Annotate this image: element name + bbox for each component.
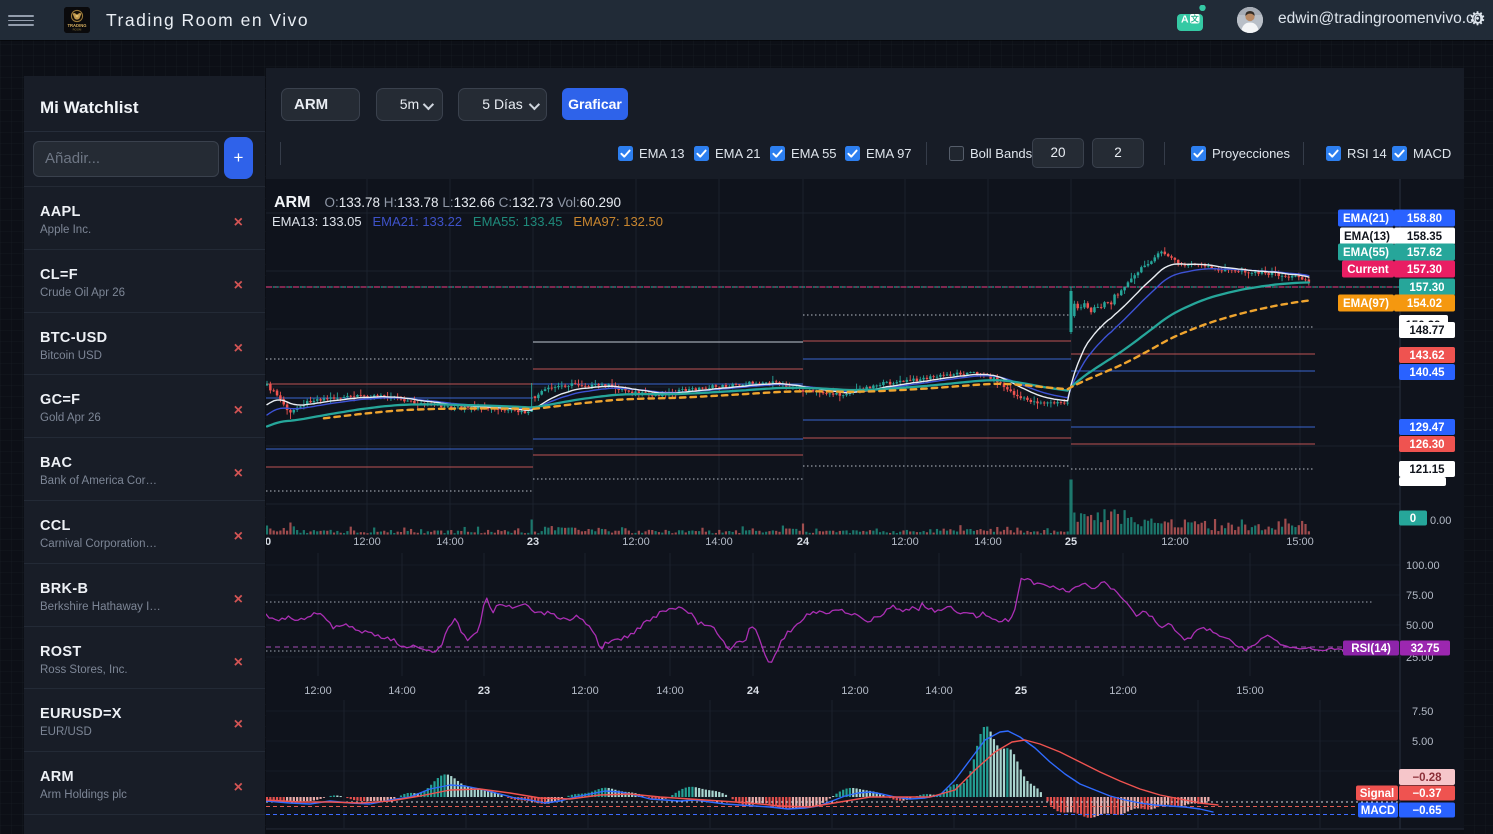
svg-text:5.00: 5.00	[1412, 736, 1433, 748]
svg-text:25: 25	[1015, 685, 1027, 697]
svg-text:0.00: 0.00	[1430, 515, 1451, 527]
svg-text:A: A	[1181, 14, 1189, 26]
svg-text:12:00: 12:00	[622, 536, 650, 548]
svg-text:12:00: 12:00	[1161, 536, 1189, 548]
svg-text:23: 23	[478, 685, 490, 697]
svg-text:24: 24	[797, 536, 810, 548]
svg-text:50.00: 50.00	[1406, 620, 1434, 632]
svg-text:15:00: 15:00	[1236, 685, 1264, 697]
svg-text:−0.65: −0.65	[1412, 805, 1442, 817]
svg-text:ROOM: ROOM	[73, 28, 82, 32]
svg-text:12:00: 12:00	[304, 685, 332, 697]
svg-text:32.75: 32.75	[1411, 643, 1440, 655]
svg-text:12:00: 12:00	[353, 536, 381, 548]
svg-text:143.62: 143.62	[1409, 350, 1444, 362]
svg-text:23: 23	[527, 536, 539, 548]
svg-text:158.35: 158.35	[1407, 231, 1443, 243]
svg-text:75.00: 75.00	[1406, 590, 1434, 602]
svg-text:7.50: 7.50	[1412, 706, 1433, 718]
svg-text:RSI(14): RSI(14)	[1351, 643, 1391, 655]
svg-text:24: 24	[747, 685, 760, 697]
svg-text:14:00: 14:00	[705, 536, 733, 548]
svg-text:12:00: 12:00	[571, 685, 599, 697]
svg-text:0: 0	[1410, 513, 1416, 525]
svg-text:157.30: 157.30	[1409, 282, 1444, 294]
svg-text:Current: Current	[1347, 264, 1389, 276]
svg-text:158.80: 158.80	[1407, 213, 1442, 225]
svg-text:Signal: Signal	[1360, 788, 1395, 800]
svg-text:14:00: 14:00	[925, 685, 953, 697]
svg-text:文: 文	[1191, 14, 1200, 24]
svg-text:0: 0	[266, 536, 271, 548]
svg-text:157.30: 157.30	[1407, 264, 1442, 276]
svg-text:12:00: 12:00	[891, 536, 919, 548]
svg-text:154.02: 154.02	[1407, 298, 1442, 310]
svg-text:12:00: 12:00	[1109, 685, 1137, 697]
svg-text:EMA13: 133.05 EMA21: 133.22: EMA13: 133.05 EMA21: 133.22 EMA55: 133.4…	[272, 214, 663, 229]
svg-text:15:00: 15:00	[1286, 536, 1314, 548]
svg-text:14:00: 14:00	[974, 536, 1002, 548]
svg-text:157.62: 157.62	[1407, 247, 1442, 259]
svg-text:25: 25	[1065, 536, 1077, 548]
svg-text:12:00: 12:00	[841, 685, 869, 697]
svg-text:14:00: 14:00	[388, 685, 416, 697]
svg-text:100.00: 100.00	[1406, 560, 1440, 572]
svg-text:121.15: 121.15	[1409, 464, 1445, 476]
svg-text:MACD: MACD	[1361, 805, 1396, 817]
svg-text:14:00: 14:00	[436, 536, 464, 548]
svg-text:148.77: 148.77	[1409, 325, 1444, 337]
svg-text:−0.28: −0.28	[1412, 772, 1442, 784]
svg-text:140.45: 140.45	[1409, 367, 1445, 379]
svg-text:129.47: 129.47	[1409, 422, 1444, 434]
svg-text:TRADING: TRADING	[67, 23, 86, 28]
svg-text:126.30: 126.30	[1409, 439, 1444, 451]
svg-text:14:00: 14:00	[656, 685, 684, 697]
svg-text:EMA(97): EMA(97)	[1343, 298, 1389, 310]
svg-text:EMA(55): EMA(55)	[1343, 247, 1389, 259]
svg-text:EMA(13): EMA(13)	[1344, 231, 1390, 243]
svg-text:EMA(21): EMA(21)	[1343, 213, 1389, 225]
svg-text:−0.37: −0.37	[1412, 788, 1441, 800]
